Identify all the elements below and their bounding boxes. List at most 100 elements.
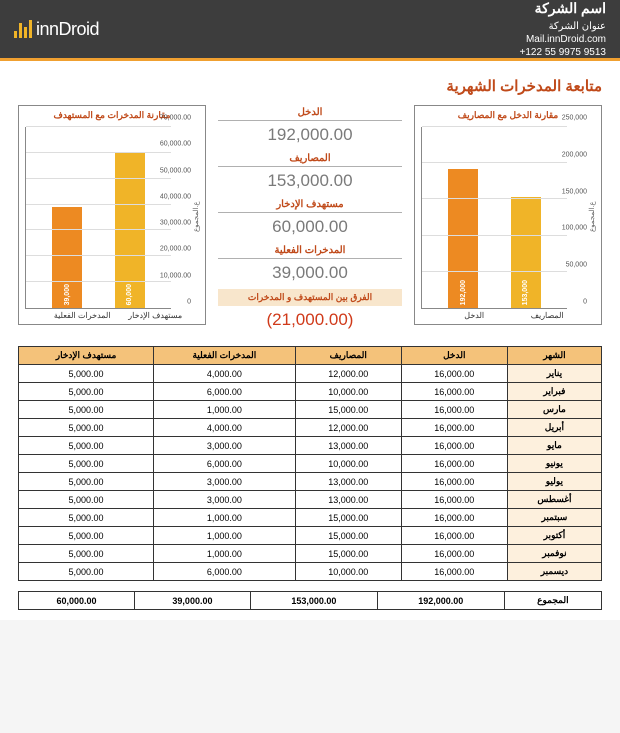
chart-ytick: 70,000.00 (160, 115, 193, 122)
table-cell: 16,000.00 (401, 437, 507, 455)
totals-cell: 192,000.00 (377, 592, 504, 610)
chart-ytick: 250,000 (562, 115, 589, 122)
savings-chart-ylabel: ع.المجموع (193, 125, 201, 309)
table-cell: 16,000.00 (401, 545, 507, 563)
table-cell: 15,000.00 (295, 545, 401, 563)
chart-bar-value: 192,000 (460, 277, 467, 308)
income-chart-ylabel: ع.المجموع (589, 125, 597, 309)
chart-ytick: 200,000 (562, 151, 589, 158)
table-cell: 5,000.00 (19, 419, 154, 437)
company-name: اسم الشركة (520, 0, 606, 18)
chart-ytick: 20,000.00 (160, 246, 193, 253)
savings-chart-plot: 39,000 60,000 (25, 127, 171, 309)
chart-ytick: 10,000.00 (160, 272, 193, 279)
chart-bar-value: 60,000 (126, 281, 133, 308)
totals-cell: 39,000.00 (134, 592, 250, 610)
table-cell: أكتوبر (507, 527, 601, 545)
table-cell: 16,000.00 (401, 401, 507, 419)
table-cell: يناير (507, 365, 601, 383)
income-label: الدخل (218, 105, 402, 121)
table-cell: 5,000.00 (19, 473, 154, 491)
table-cell: 16,000.00 (401, 365, 507, 383)
table-cell: سبتمبر (507, 509, 601, 527)
table-cell: يوليو (507, 473, 601, 491)
table-cell: 1,000.00 (154, 527, 296, 545)
table-cell: فبراير (507, 383, 601, 401)
income-value: 192,000.00 (218, 121, 402, 151)
table-row: 5,000.001,000.0015,000.0016,000.00مارس (19, 401, 602, 419)
chart-ytick: 50,000 (566, 262, 589, 269)
logo: innDroid (14, 19, 99, 40)
table-cell: 12,000.00 (295, 365, 401, 383)
table-header: المدخرات الفعلية (154, 347, 296, 365)
chart-ytick: 30,000.00 (160, 220, 193, 227)
table-cell: 10,000.00 (295, 383, 401, 401)
table-cell: 10,000.00 (295, 455, 401, 473)
logo-bars-icon (14, 20, 34, 38)
expense-label: المصاريف (218, 151, 402, 167)
expense-value: 153,000.00 (218, 167, 402, 197)
table-cell: 13,000.00 (295, 491, 401, 509)
table-cell: 3,000.00 (154, 491, 296, 509)
table-cell: 1,000.00 (154, 509, 296, 527)
summary-panel: الدخل 192,000.00 المصاريف 153,000.00 مست… (212, 105, 408, 334)
table-cell: 15,000.00 (295, 509, 401, 527)
table-cell: 5,000.00 (19, 383, 154, 401)
chart-bar-value: 39,000 (64, 281, 71, 308)
company-phone: +122 55 9975 9513 (520, 46, 606, 59)
savings-chart: مقارنة المدخرات مع المستهدف 39,00060,000… (18, 105, 206, 325)
table-cell: 6,000.00 (154, 383, 296, 401)
table-cell: 5,000.00 (19, 545, 154, 563)
table-row: 5,000.001,000.0015,000.0016,000.00نوفمبر (19, 545, 602, 563)
company-info: اسم الشركة عنوان الشركة Mail.innDroid.co… (520, 0, 606, 59)
table-cell: 1,000.00 (154, 401, 296, 419)
table-cell: 5,000.00 (19, 365, 154, 383)
table-cell: 16,000.00 (401, 563, 507, 581)
table-header: الشهر (507, 347, 601, 365)
chart-bar: 39,000 (52, 207, 82, 308)
target-label: مستهدف الإدخار (218, 197, 402, 213)
header: innDroid اسم الشركة عنوان الشركة Mail.in… (0, 0, 620, 58)
table-cell: 16,000.00 (401, 455, 507, 473)
table-cell: 16,000.00 (401, 419, 507, 437)
actual-label: المدخرات الفعلية (218, 243, 402, 259)
chart-bar-value: 153,000 (522, 277, 529, 308)
chart-ytick: 150,000 (562, 188, 589, 195)
chart-ytick: 40,000.00 (160, 193, 193, 200)
table-header: مستهدف الإدخار (19, 347, 154, 365)
chart-bar: 153,000 (511, 197, 541, 308)
table-cell: 13,000.00 (295, 473, 401, 491)
table-cell: 16,000.00 (401, 527, 507, 545)
table-cell: 15,000.00 (295, 401, 401, 419)
table-cell: 1,000.00 (154, 545, 296, 563)
table-row: 5,000.006,000.0010,000.0016,000.00ديسمبر (19, 563, 602, 581)
chart-bar: 192,000 (448, 169, 478, 308)
table-row: 5,000.003,000.0013,000.0016,000.00أغسطس (19, 491, 602, 509)
totals-cell: 153,000.00 (250, 592, 377, 610)
table-cell: 12,000.00 (295, 419, 401, 437)
table-cell: 16,000.00 (401, 491, 507, 509)
diff-label: الفرق بين المستهدف و المدخرات (218, 289, 402, 306)
income-chart-plot: 192,000 153,000 (421, 127, 567, 309)
table-cell: 5,000.00 (19, 455, 154, 473)
totals-label: المجموع (504, 592, 601, 610)
table-cell: مايو (507, 437, 601, 455)
table-cell: 5,000.00 (19, 527, 154, 545)
chart-xlabel: مستهدف الإدخار (128, 311, 182, 320)
chart-ytick: 50,000.00 (160, 167, 193, 174)
chart-xlabel: الدخل (464, 311, 484, 320)
table-cell: 6,000.00 (154, 563, 296, 581)
diff-value: (21,000.00) (218, 306, 402, 334)
table-row: 5,000.004,000.0012,000.0016,000.00أبريل (19, 419, 602, 437)
income-chart: مقارنة الدخل مع المصاريف 192,000153,000 … (414, 105, 602, 325)
table-cell: 5,000.00 (19, 563, 154, 581)
actual-value: 39,000.00 (218, 259, 402, 289)
table-cell: 5,000.00 (19, 437, 154, 455)
table-row: 5,000.001,000.0015,000.0016,000.00سبتمبر (19, 509, 602, 527)
table-row: 5,000.003,000.0013,000.0016,000.00يوليو (19, 473, 602, 491)
table-cell: ديسمبر (507, 563, 601, 581)
table-cell: مارس (507, 401, 601, 419)
table-row: 5,000.006,000.0010,000.0016,000.00فبراير (19, 383, 602, 401)
table-cell: 10,000.00 (295, 563, 401, 581)
table-header: المصاريف (295, 347, 401, 365)
